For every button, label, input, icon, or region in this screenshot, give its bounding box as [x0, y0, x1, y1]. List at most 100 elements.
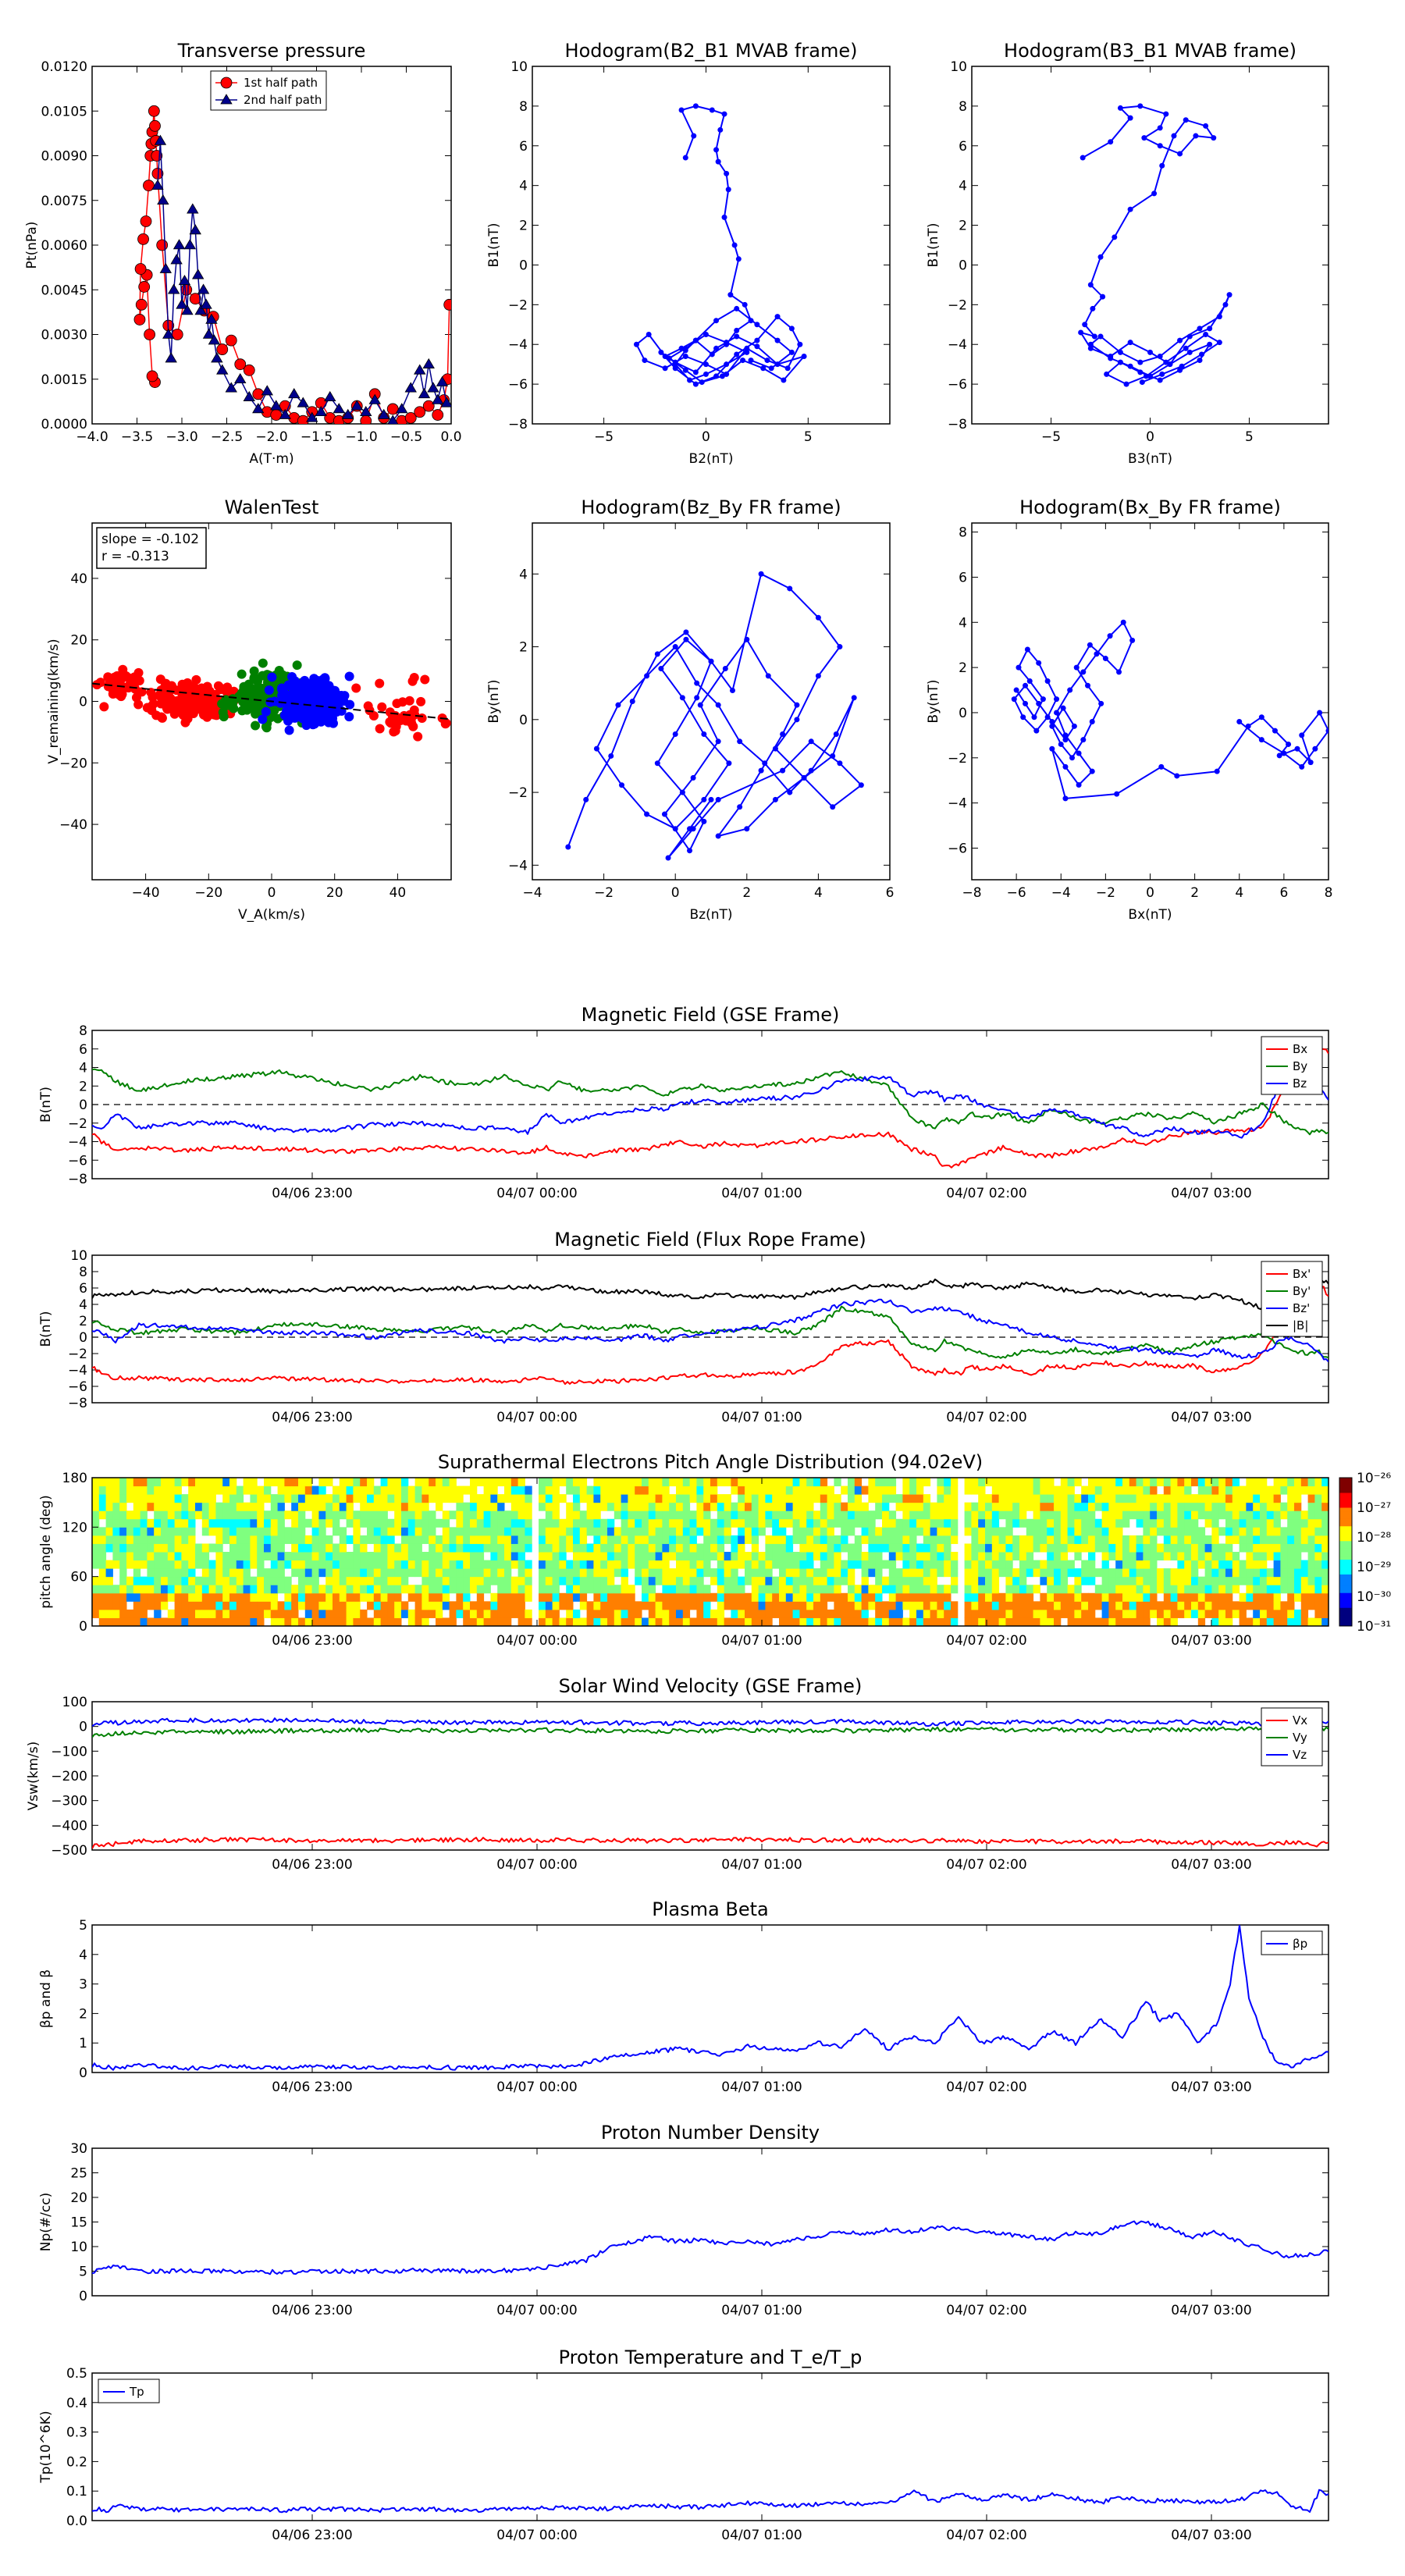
mag_gse-ytick-label: 6	[79, 1042, 87, 1058]
pitch_angle-cell	[518, 1510, 525, 1520]
pitch_angle-cell	[909, 1527, 917, 1536]
pitch_angle-cell	[964, 1592, 972, 1602]
pitch_angle-cell	[1177, 1535, 1185, 1544]
pitch_angle-cell	[944, 1592, 951, 1602]
pitch_angle-cell	[333, 1543, 340, 1553]
pitch_angle-cell	[669, 1617, 677, 1626]
walen_test-point	[363, 701, 373, 711]
hodo_bzby-point	[715, 833, 721, 839]
pitch_angle-cell	[621, 1585, 628, 1594]
hodo_b3b1-ytick-label: 2	[959, 219, 967, 234]
pitch_angle-cell	[291, 1585, 299, 1594]
pitch_angle-cell	[1204, 1478, 1212, 1487]
pitch_angle-cell	[1150, 1568, 1158, 1578]
sw_velocity-title: Solar Wind Velocity (GSE Frame)	[559, 1675, 863, 1697]
pitch_angle-cell	[147, 1518, 155, 1528]
pitch_angle-cell	[848, 1552, 855, 1561]
pitch_angle-cell	[806, 1478, 814, 1487]
pitch_angle-cell	[703, 1535, 711, 1544]
pitch_angle-cell	[827, 1585, 834, 1594]
hodo_bxby-point	[1089, 719, 1095, 725]
pitch_angle-cell	[147, 1485, 155, 1495]
pitch_angle-cell	[882, 1494, 890, 1503]
pitch_angle-cell	[738, 1576, 745, 1585]
pitch_angle-cell	[566, 1560, 574, 1569]
pitch_angle-cell	[380, 1518, 388, 1528]
pitch_angle-cell	[1239, 1576, 1247, 1585]
pitch_angle-cell	[1225, 1576, 1233, 1585]
pitch_angle-cell	[682, 1552, 691, 1561]
pitch_angle-cell	[208, 1576, 216, 1585]
pitch_angle-cell	[236, 1552, 244, 1561]
proton_density-time-tick-label: 04/07 00:00	[496, 2303, 577, 2318]
pitch_angle-cell	[1191, 1527, 1199, 1536]
hodo_b3b1-point	[1127, 340, 1133, 346]
pitch_angle-cell	[1260, 1601, 1268, 1610]
pitch_angle-cell	[614, 1601, 622, 1610]
pitch_angle-cell	[98, 1535, 107, 1544]
pitch_angle-cell	[229, 1601, 237, 1610]
pitch_angle-cell	[539, 1478, 546, 1487]
pitch_angle-cell	[916, 1568, 924, 1578]
pitch_angle-cell	[1204, 1568, 1212, 1578]
pitch_angle-cell	[380, 1485, 388, 1495]
pitch_angle-cell	[717, 1617, 725, 1626]
pitch_angle-cell	[724, 1601, 731, 1610]
pitch_angle-cell	[1101, 1535, 1109, 1544]
pitch_angle-cell	[407, 1585, 416, 1594]
pitch_angle-cell	[277, 1568, 285, 1578]
hodo_b3b1-point	[1186, 349, 1193, 355]
pitch_angle-cell	[222, 1617, 230, 1626]
pitch_angle-cell	[724, 1560, 731, 1569]
pitch_angle-cell	[1033, 1568, 1040, 1578]
pitch_angle-cell	[1067, 1568, 1075, 1578]
pitch_angle-cell	[1115, 1485, 1123, 1495]
pitch_angle-cell	[1067, 1502, 1075, 1511]
pitch_angle-cell	[1314, 1518, 1322, 1528]
pitch_angle-cell	[1157, 1552, 1165, 1561]
pitch_angle-cell	[799, 1617, 807, 1626]
pitch_angle-cell	[92, 1485, 100, 1495]
pitch_angle-cell	[682, 1585, 691, 1594]
pitch_angle-cell	[937, 1543, 944, 1553]
pitch_angle-cell	[525, 1502, 532, 1511]
pitch_angle-cell	[1287, 1502, 1295, 1511]
hodo_b3b1-xtick-label: −5	[1041, 429, 1061, 445]
pitch_angle-cell	[888, 1601, 897, 1610]
pitch_angle-cell	[902, 1510, 910, 1520]
pitch_angle-cell	[373, 1485, 382, 1495]
pitch_angle-cell	[353, 1568, 361, 1578]
hodo_b3b1-point	[1159, 162, 1165, 169]
pitch_angle-cell	[1266, 1494, 1275, 1503]
hodo_bzby-point	[654, 760, 660, 767]
hodo_b3b1-point	[1141, 135, 1147, 141]
pitch_angle-cell	[325, 1494, 333, 1503]
pitch_angle-cell	[642, 1535, 649, 1544]
pitch_angle-cell	[751, 1617, 759, 1626]
pitch_angle-cell	[463, 1527, 471, 1536]
pitch_angle-colorbar-segment	[1339, 1611, 1352, 1616]
pitch_angle-cell	[1019, 1510, 1027, 1520]
hodo_bzby-point	[629, 699, 635, 704]
pitch_angle-cell	[745, 1617, 752, 1626]
pitch_angle-cell	[600, 1527, 608, 1536]
pitch_angle-cell	[834, 1502, 841, 1511]
mag_fr-time-tick-label: 04/07 03:00	[1171, 1410, 1251, 1425]
pitch_angle-cell	[1239, 1485, 1247, 1495]
pitch_angle-cell	[1266, 1592, 1275, 1602]
pitch_angle-cell	[1060, 1478, 1069, 1487]
pitch_angle-cell	[1005, 1543, 1013, 1553]
pitch_angle-cell	[552, 1617, 560, 1626]
pitch_angle-cell	[724, 1478, 731, 1487]
pitch_angle-cell	[648, 1527, 656, 1536]
pitch_angle-cell	[1040, 1576, 1048, 1585]
pitch_angle-cell	[710, 1543, 718, 1553]
pitch_angle-cell	[133, 1592, 141, 1602]
pitch_angle-cell	[717, 1585, 725, 1594]
pitch_angle-colorbar-segment	[1339, 1559, 1352, 1564]
pitch_angle-cell	[105, 1592, 113, 1602]
pitch_angle-cell	[422, 1535, 429, 1544]
pitch_angle-cell	[188, 1518, 196, 1528]
pitch_angle-cell	[1170, 1592, 1178, 1602]
